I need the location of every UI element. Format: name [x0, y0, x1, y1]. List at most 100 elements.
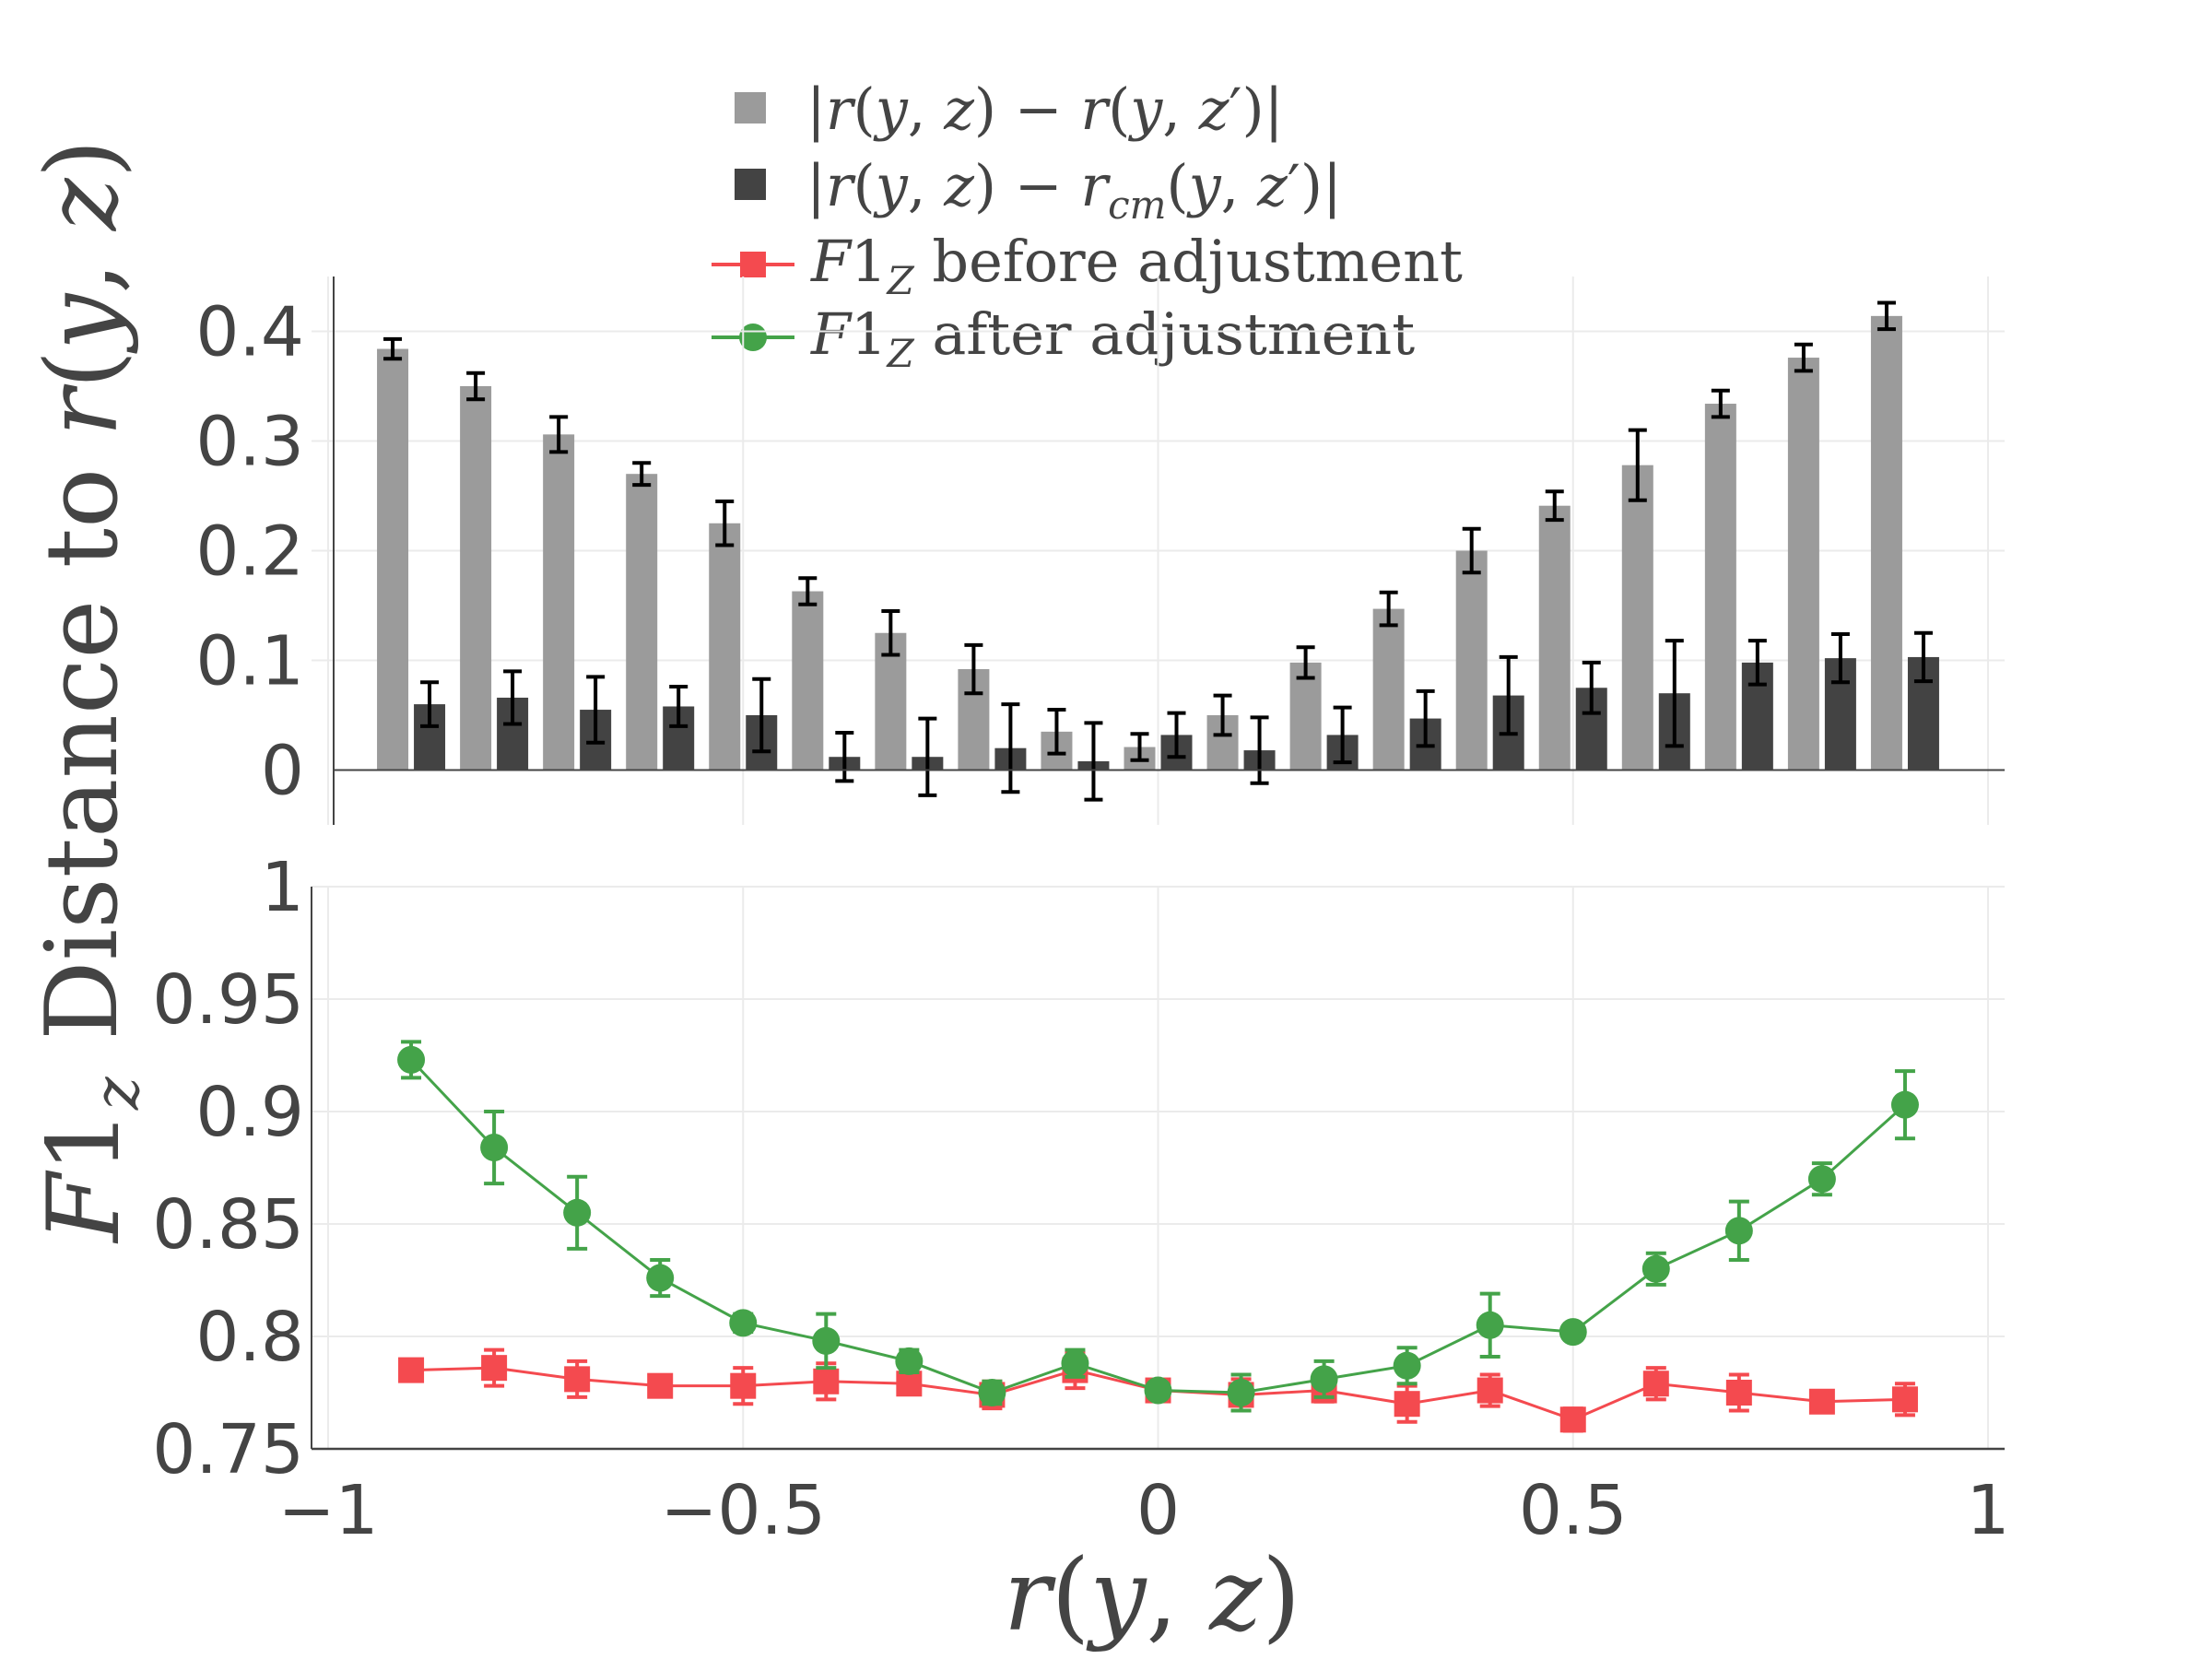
point-circle-2 — [563, 1198, 592, 1227]
bar-light-17 — [1787, 358, 1819, 771]
point-circle-13 — [1476, 1311, 1504, 1339]
legend-entry-after: F1Z after adjustment — [712, 300, 1415, 376]
lines-layer — [397, 1040, 1919, 1433]
xtick-label: −1 — [277, 1471, 378, 1550]
errorbar-light-11 — [1296, 645, 1315, 680]
bar-light-18 — [1870, 315, 1902, 771]
errorbar-light-1 — [466, 371, 486, 402]
bottom-ytick-label: 0.95 — [152, 960, 304, 1040]
errorbar-light-15 — [1628, 428, 1647, 502]
point-circle-5 — [812, 1326, 841, 1355]
legend-swatch-light-bar — [735, 92, 766, 124]
top-ytick-label: 0.2 — [195, 512, 304, 592]
errorbar-light-6 — [881, 608, 900, 657]
point-square-14 — [1559, 1406, 1586, 1433]
bottom-ytick-label: 1 — [261, 848, 304, 927]
point-circle-15 — [1641, 1254, 1670, 1283]
errorbar-light-4 — [715, 499, 735, 547]
bar-light-15 — [1621, 465, 1653, 771]
point-square-5 — [813, 1368, 840, 1394]
errorbar-dark-11 — [1333, 705, 1352, 765]
point-circle-8 — [1061, 1349, 1089, 1378]
errorbar-light-0 — [383, 336, 403, 361]
point-square-1 — [481, 1355, 508, 1382]
errorbar-dark-13 — [1499, 654, 1518, 736]
point-circle-4 — [729, 1309, 758, 1337]
bar-light-1 — [460, 386, 492, 771]
errorbar-dark-17 — [1830, 631, 1850, 685]
top-ytick-label: 0.4 — [195, 293, 304, 372]
top-ytick-label: 0.3 — [195, 403, 304, 482]
point-square-6 — [896, 1371, 923, 1397]
legend-label-before: F1Z before adjustment — [810, 228, 1463, 303]
bar-light-14 — [1538, 505, 1571, 771]
point-circle-6 — [895, 1347, 924, 1375]
errorbar-dark-15 — [1665, 639, 1684, 748]
axes-layer — [311, 276, 2005, 1451]
bar-light-16 — [1704, 404, 1736, 771]
point-circle-0 — [397, 1045, 426, 1074]
point-circle-10 — [1227, 1379, 1255, 1406]
errorbar-dark-10 — [1250, 715, 1269, 785]
point-circle-14 — [1559, 1318, 1587, 1347]
point-square-15 — [1642, 1371, 1669, 1397]
point-circle-12 — [1393, 1351, 1421, 1380]
errorbar-light-2 — [549, 415, 569, 454]
errorbar-dark-4 — [752, 677, 771, 754]
errorbar-dark-2 — [586, 675, 606, 745]
y-axis-title-bottom: F1z — [27, 1076, 154, 1244]
point-square-16 — [1725, 1380, 1752, 1406]
legend-label-after: F1Z after adjustment — [810, 300, 1415, 376]
errorbar-light-5 — [798, 576, 818, 606]
errorbar-light-13 — [1462, 526, 1481, 575]
errorbar-light-12 — [1379, 590, 1398, 628]
legend-swatch-dark-bar — [735, 169, 766, 200]
bar-light-5 — [792, 591, 824, 771]
point-square-12 — [1394, 1391, 1420, 1418]
bottom-ytick-label: 0.8 — [195, 1298, 304, 1377]
errorbar-dark-14 — [1582, 660, 1601, 715]
errorbar-dark-5 — [835, 731, 854, 783]
errorbar-light-17 — [1794, 342, 1813, 373]
point-circle-7 — [978, 1379, 1006, 1406]
top-ytick-label: 0 — [261, 732, 304, 811]
errorbar-light-14 — [1545, 489, 1564, 523]
bottom-ytick-label: 0.9 — [195, 1073, 304, 1152]
errorbar-dark-9 — [1167, 711, 1186, 759]
point-circle-3 — [646, 1264, 675, 1292]
legend-entry-before: F1Z before adjustment — [712, 228, 1463, 303]
point-circle-9 — [1144, 1376, 1172, 1405]
bottom-ytick-label: 0.85 — [152, 1185, 304, 1265]
xtick-label: −0.5 — [660, 1471, 826, 1550]
legend-marker-square — [740, 252, 766, 277]
legend: |r(y, z) − r(y, z′)| |r(y, z) − rcm(y, z… — [712, 76, 1463, 376]
bar-light-2 — [543, 434, 575, 771]
bar-light-12 — [1372, 608, 1405, 771]
point-circle-1 — [480, 1134, 509, 1162]
tick-labels-layer: 0 0.1 0.2 0.3 0.4 0.75 0.8 0.85 0.9 0.95 1 −1 −0.5 0 0… — [152, 293, 2009, 1551]
point-square-2 — [564, 1366, 591, 1393]
errorbar-dark-6 — [918, 716, 937, 797]
bar-light-11 — [1289, 662, 1322, 771]
errorbar-dark-18 — [1913, 630, 1933, 684]
errorbar-dark-16 — [1747, 639, 1767, 687]
series-after — [397, 1040, 1919, 1413]
errorbar-light-7 — [964, 642, 983, 696]
errorbar-dark-7 — [1001, 702, 1020, 794]
bar-light-3 — [626, 474, 658, 771]
xtick-label: 0.5 — [1519, 1471, 1628, 1550]
errorbar-dark-12 — [1416, 688, 1435, 748]
point-square-0 — [398, 1357, 425, 1383]
bottom-ytick-label: 0.75 — [152, 1410, 304, 1489]
errorbar-dark-1 — [503, 669, 523, 726]
top-ytick-label: 0.1 — [195, 622, 304, 701]
bar-light-0 — [377, 348, 409, 771]
legend-label-abs-diff-cm: |r(y, z) − rcm(y, z′)| — [806, 152, 1342, 228]
errorbar-dark-3 — [669, 685, 688, 728]
y-axis-title-top: Distance to r(y, z) — [25, 139, 140, 1041]
bar-light-4 — [709, 523, 741, 771]
legend-entry-abs-diff: |r(y, z) − r(y, z′)| — [735, 76, 1284, 143]
bar-light-13 — [1455, 550, 1488, 771]
point-circle-17 — [1807, 1165, 1836, 1194]
